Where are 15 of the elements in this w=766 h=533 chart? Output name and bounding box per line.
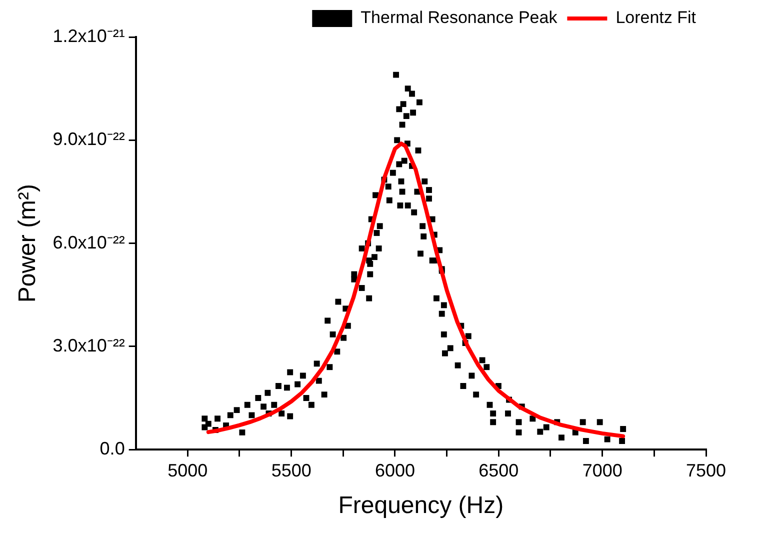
y-tick-label: 6.0x10⁻²² xyxy=(52,232,125,252)
x-tick-label: 6500 xyxy=(478,460,519,480)
legend-label: Lorentz Fit xyxy=(616,8,696,28)
y-tick-label: 0.0 xyxy=(100,438,125,459)
y-tick-label: 9.0x10⁻²² xyxy=(52,129,125,150)
x-tick-label: 5000 xyxy=(168,460,208,480)
y-tick-label: 1.2x10⁻²¹ xyxy=(52,26,125,46)
x-axis-title: Frequency (Hz) xyxy=(338,492,504,520)
y-tick-label: 3.0x10⁻²² xyxy=(52,335,125,356)
legend-label: Thermal Resonance Peak xyxy=(360,8,558,28)
x-tick-label: 7500 xyxy=(686,460,726,480)
x-tick-label: 5500 xyxy=(271,460,312,480)
x-tick-label: 6000 xyxy=(374,460,416,480)
x-tick-label: 7000 xyxy=(582,460,622,480)
y-axis-title: Power (m²) xyxy=(14,184,42,303)
